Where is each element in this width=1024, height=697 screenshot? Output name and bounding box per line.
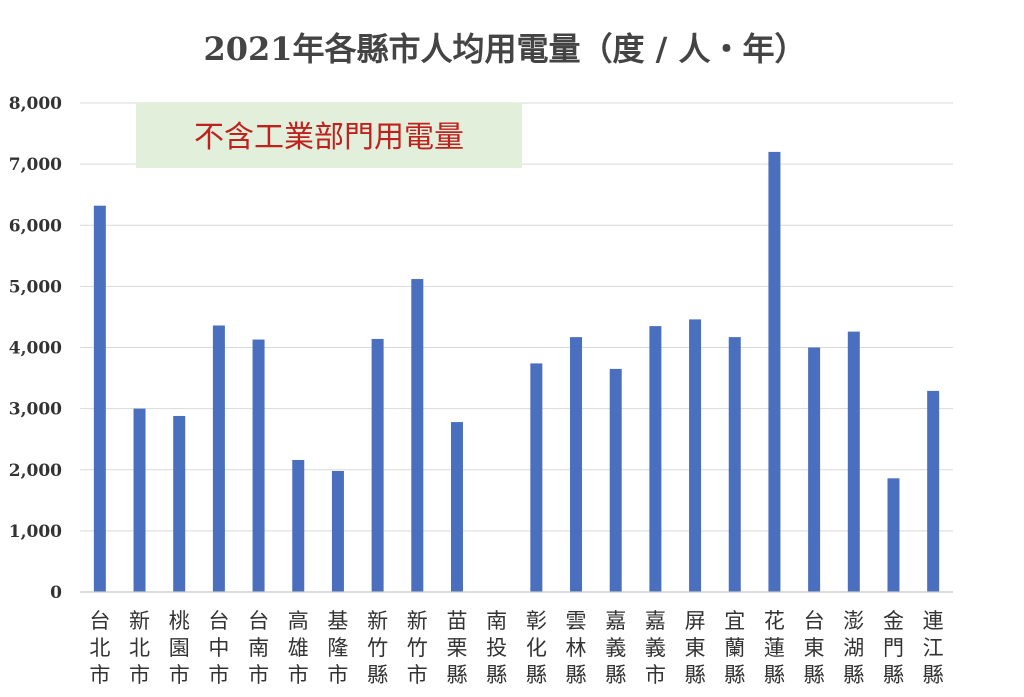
bar <box>292 459 305 592</box>
x-tick-label: 嘉義市 <box>645 609 666 687</box>
bar <box>530 363 543 592</box>
x-tick-label: 嘉義縣 <box>605 609 626 687</box>
x-tick-label: 南投縣 <box>486 609 507 687</box>
bar <box>847 331 860 592</box>
bar <box>212 325 225 592</box>
y-tick-label: 1,000 <box>9 522 62 542</box>
x-tick-label: 台東縣 <box>804 609 825 687</box>
x-tick-label: 新北市 <box>129 609 150 687</box>
bar <box>808 347 821 592</box>
bar <box>570 337 583 592</box>
bar <box>609 368 622 592</box>
bar <box>450 422 463 592</box>
bar <box>331 470 344 592</box>
x-tick-label: 澎湖縣 <box>843 609 864 687</box>
x-tick-label: 台中市 <box>208 609 229 687</box>
annotation-text: 不含工業部門用電量 <box>194 120 464 155</box>
bar <box>649 326 662 592</box>
x-tick-label: 連江縣 <box>923 609 944 687</box>
x-tick-label: 雲林縣 <box>566 609 587 687</box>
y-tick-label: 5,000 <box>9 277 62 297</box>
x-tick-label: 桃園市 <box>169 609 190 687</box>
y-tick-label: 0 <box>50 583 62 603</box>
bar <box>252 339 265 592</box>
bar <box>371 338 384 592</box>
x-tick-label: 台南市 <box>248 609 269 687</box>
x-tick-label: 新竹市 <box>407 609 428 687</box>
bar <box>411 279 424 592</box>
bar <box>173 415 186 592</box>
x-tick-label: 台北市 <box>89 609 110 687</box>
x-tick-label: 花蓮縣 <box>764 609 785 687</box>
x-tick-label: 宜蘭縣 <box>724 609 745 687</box>
y-tick-label: 2,000 <box>9 461 62 481</box>
x-axis-labels: 台北市新北市桃園市台中市台南市高雄市基隆市新竹縣新竹市苗栗縣南投縣彰化縣雲林縣嘉… <box>89 609 943 687</box>
bar <box>93 205 106 592</box>
bar <box>887 478 900 592</box>
y-tick-label: 6,000 <box>9 216 62 236</box>
x-tick-label: 高雄市 <box>288 609 309 687</box>
bars <box>93 151 940 592</box>
x-tick-label: 基隆市 <box>327 609 348 687</box>
x-tick-label: 彰化縣 <box>526 609 547 687</box>
y-tick-label: 3,000 <box>9 400 62 420</box>
bar <box>133 408 146 592</box>
x-tick-label: 屏東縣 <box>685 609 706 687</box>
annotation-box: 不含工業部門用電量 <box>136 103 522 168</box>
x-tick-label: 苗栗縣 <box>446 609 467 687</box>
annotation-background <box>136 103 522 168</box>
y-tick-label: 7,000 <box>9 155 62 175</box>
y-axis-ticks: 0 1,000 2,000 3,000 4,000 5,000 6,000 7,000 8,00… <box>9 94 62 603</box>
bar <box>728 337 741 592</box>
x-tick-label: 金門縣 <box>883 609 904 687</box>
x-tick-label: 新竹縣 <box>367 609 388 687</box>
chart-title: 2021年各縣市人均用電量（度 / 人・年） <box>203 30 806 68</box>
bar <box>768 151 781 592</box>
y-tick-label: 8,000 <box>9 94 62 114</box>
bar <box>927 390 940 592</box>
y-tick-label: 4,000 <box>9 339 62 359</box>
bar <box>689 319 702 592</box>
